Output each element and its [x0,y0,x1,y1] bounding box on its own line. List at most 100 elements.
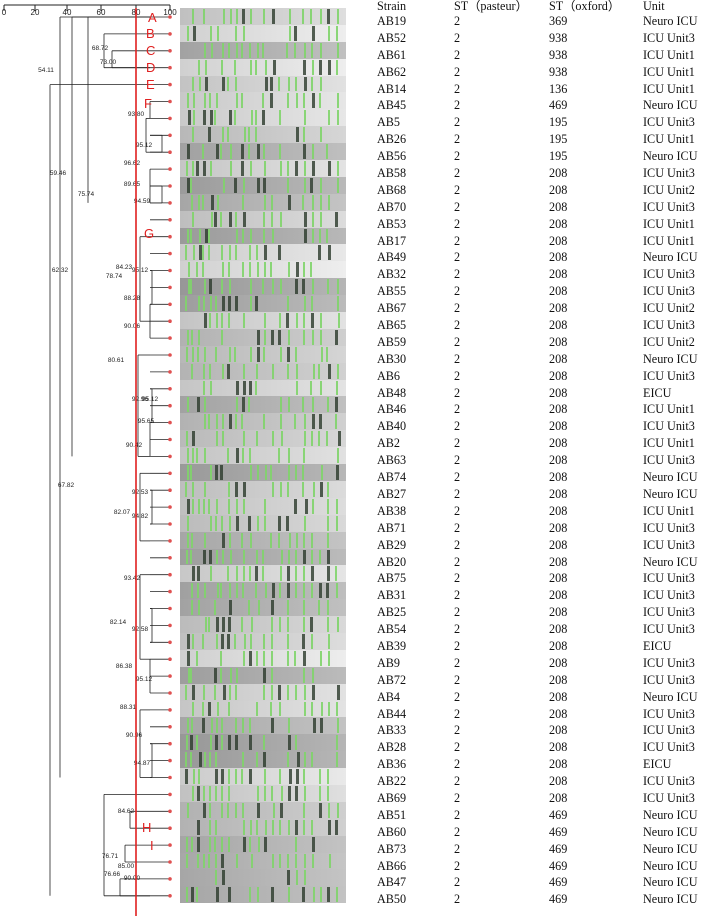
gel-band [304,42,307,58]
gel-band [228,414,232,430]
strain-cell: AB32 [377,267,407,282]
gel-band [196,161,200,176]
gel-band [227,76,230,92]
gel-band [263,144,266,160]
strain-cell: AB69 [377,790,407,805]
strain-cell: AB30 [377,351,407,366]
st-pasteur-cell: 2 [454,706,461,721]
st-pasteur-cell: 2 [454,841,461,856]
gel-band [256,177,260,193]
table-row: AB72 2 208 ICU Unit3 [377,672,706,689]
gel-band [196,650,199,666]
gel-band [235,296,239,312]
strain-cell: AB33 [377,723,407,738]
gel-band [335,566,338,582]
gel-band [279,211,282,227]
gel-band [216,498,219,514]
gel-band [203,397,206,413]
st-oxford-cell: 469 [549,807,568,822]
gel-band [204,617,207,632]
gel-band [204,414,207,430]
gel-band [221,870,225,886]
unit-cell: ICU Unit3 [643,368,695,383]
gel-band [190,549,193,565]
table-row: AB4 2 208 Neuro ICU [377,689,706,706]
gel-band [256,346,260,362]
gel-band [296,532,299,548]
gel-band [241,42,244,58]
gel-band [248,42,251,58]
leaf-dot [168,454,172,459]
gel-band [235,245,238,261]
gel-band [203,785,206,801]
st-oxford-cell: 208 [549,351,568,366]
gel-band [241,583,244,599]
leaf-dot [168,65,172,70]
gel-band [220,583,223,599]
gel-band [210,718,213,734]
gel-band [335,397,339,413]
gel-lane [180,447,346,465]
leaf-dot [168,268,172,273]
gel-band [302,313,305,328]
gel-band [337,448,340,464]
gel-band [257,144,261,160]
gel-lane [180,126,346,144]
gel-band [190,735,194,751]
gel-band [216,25,219,41]
st-pasteur-cell: 2 [454,655,461,670]
gel-band [304,498,308,514]
gel-band [272,59,276,75]
st-pasteur-cell: 2 [454,892,461,907]
st-pasteur-cell: 2 [454,807,461,822]
unit-cell: Neuro ICU [643,841,698,856]
gel-band [255,363,258,379]
gel-band [221,42,224,58]
gel-band [210,211,213,227]
table-row: AB50 2 469 Neuro ICU [377,891,706,908]
similarity-label: 94.82 [132,513,149,520]
st-oxford-cell: 469 [549,892,568,907]
leaf-dot [168,488,172,493]
gel-lane [180,480,346,498]
gel-band [202,498,205,514]
leaf-dot [168,403,172,408]
gel-band [256,819,259,835]
st-pasteur-cell: 2 [454,30,461,45]
gel-lane [180,784,346,802]
gel-band [234,735,238,751]
group-label: C [146,43,155,58]
gel-band [262,110,266,126]
st-pasteur-cell: 2 [454,199,461,214]
table-row: AB71 2 208 ICU Unit3 [377,520,706,537]
leaf-dot [168,116,172,121]
gel-band [220,465,224,480]
gel-band [335,498,338,514]
gel-band [234,76,237,92]
gel-band [295,684,298,700]
st-oxford-cell: 208 [549,774,568,789]
st-pasteur-cell: 2 [454,571,461,586]
gel-band [286,650,289,666]
gel-band [318,549,321,565]
gel-band [234,633,237,649]
gel-band [262,667,266,683]
gel-band [326,228,329,244]
gel-band [294,25,298,41]
gel-band [335,414,338,430]
unit-cell: ICU Unit3 [643,267,695,282]
gel-band [262,650,265,666]
group-label: I [150,838,154,853]
gel-band [187,279,190,295]
gel-band [222,127,224,143]
gel-band [279,583,282,599]
gel-band [220,769,224,784]
strain-cell: AB6 [377,368,401,383]
leaf-dot [168,505,172,509]
gel-band [255,296,259,312]
gel-band [302,127,305,143]
gel-band [229,110,232,126]
gel-band [286,853,289,869]
gel-band [196,887,199,903]
gel-band [192,9,195,24]
